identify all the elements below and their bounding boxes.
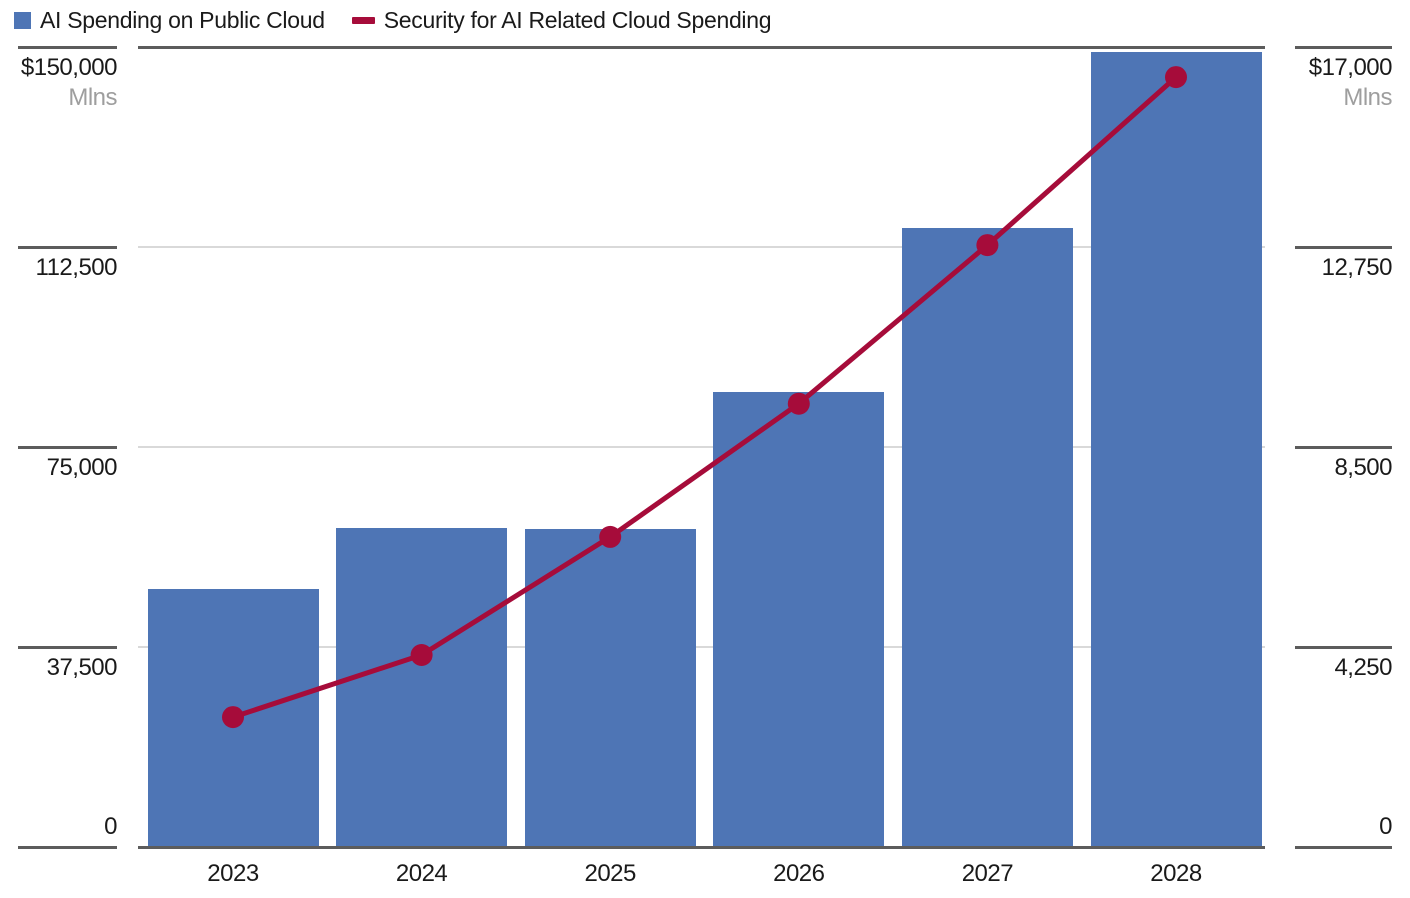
left-axis-tick-label-112500: 112,500 <box>35 254 118 281</box>
bar-2027 <box>901 228 1073 847</box>
left-axis-tick-label-150000: $150,000 <box>20 54 118 81</box>
right-axis-tick-4250 <box>1295 646 1392 649</box>
x-axis-label-2026: 2026 <box>773 860 825 887</box>
left-axis-tick-37500 <box>18 646 117 649</box>
line-series-swatch-icon <box>351 16 375 24</box>
left-axis-tick-label-75000: 75,000 <box>46 454 118 481</box>
right-axis-tick-label-8500: 8,500 <box>1334 454 1392 481</box>
left-axis-tick-150000 <box>18 46 117 49</box>
bar-2024 <box>336 527 508 847</box>
right-axis-tick-17000 <box>1295 46 1392 49</box>
legend-item-security-spending: Security for AI Related Cloud Spending <box>351 6 772 34</box>
x-axis-label-2025: 2025 <box>584 860 636 887</box>
x-axis-label-2023: 2023 <box>207 860 259 887</box>
legend-label: AI Spending on Public Cloud <box>40 6 325 33</box>
left-axis-tick-112500 <box>18 246 117 249</box>
left-axis-tick-label-0: 0 <box>104 813 117 840</box>
right-axis-tick-0 <box>1295 846 1392 849</box>
right-axis-tick-12750 <box>1295 246 1392 249</box>
plot-rule-0 <box>138 846 1265 849</box>
bar-2025 <box>524 529 696 847</box>
legend: AI Spending on Public Cloud Security for… <box>14 6 772 34</box>
legend-item-ai-spending: AI Spending on Public Cloud <box>14 7 325 34</box>
bar-2026 <box>713 392 885 847</box>
left-axis-tick-0 <box>18 846 117 849</box>
bar-2023 <box>147 588 319 847</box>
left-axis-tick-label-37500: 37,500 <box>46 654 118 681</box>
right-axis-tick-label-0: 0 <box>1379 813 1392 840</box>
legend-label: Security for AI Related Cloud Spending <box>383 6 772 33</box>
plot-rule-150000 <box>138 46 1265 49</box>
right-axis-tick-label-12750: 12,750 <box>1321 254 1393 281</box>
right-axis-tick-label-17000: $17,000 <box>1308 54 1393 81</box>
x-axis-label-2024: 2024 <box>395 860 448 887</box>
right-axis-unit-label: Mlns <box>1343 84 1392 111</box>
x-axis-label-2027: 2027 <box>961 860 1014 887</box>
bar-series-swatch-icon <box>14 11 31 29</box>
right-axis-tick-label-4250: 4,250 <box>1334 654 1392 681</box>
bar-2028 <box>1090 52 1262 847</box>
x-axis-label-2028: 2028 <box>1150 860 1202 887</box>
left-axis-tick-75000 <box>18 446 117 449</box>
left-axis-unit-label: Mlns <box>68 84 117 111</box>
right-axis-tick-8500 <box>1295 446 1392 449</box>
